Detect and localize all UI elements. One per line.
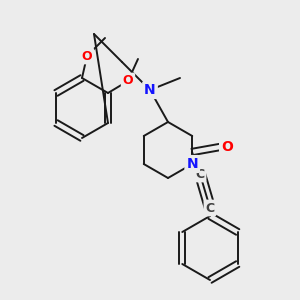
- Text: N: N: [186, 157, 198, 171]
- Text: O: O: [123, 74, 133, 88]
- Text: N: N: [144, 83, 156, 97]
- Text: O: O: [82, 50, 92, 62]
- Text: C: C: [195, 167, 205, 181]
- Text: C: C: [206, 202, 214, 214]
- Text: O: O: [221, 140, 233, 154]
